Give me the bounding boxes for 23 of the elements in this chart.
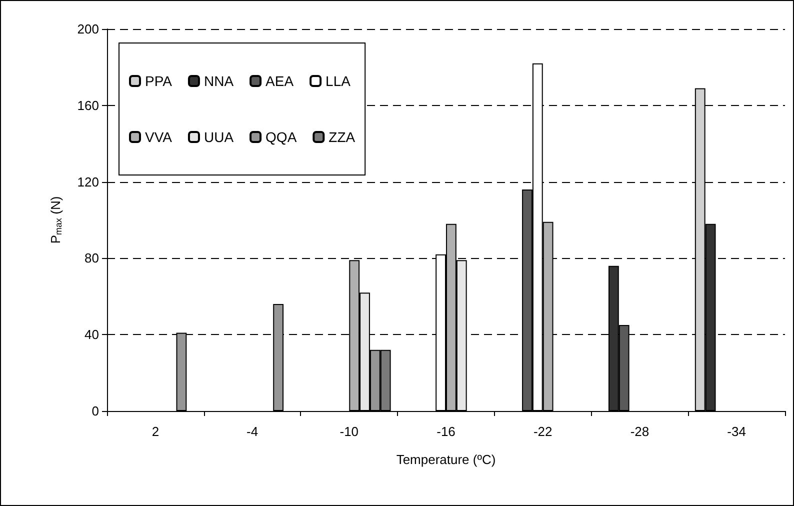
x-tick-label: -22 [533,424,552,439]
legend-label: LLA [326,73,352,89]
y-tick-label: 40 [84,327,99,342]
y-axis-title: Pmax (N) [48,196,64,244]
legend-label: UUA [204,129,234,145]
legend-label: ZZA [328,129,356,145]
legend-label: NNA [204,73,234,89]
y-tick-label: 160 [77,98,99,113]
x-tick-label: 2 [152,424,160,439]
x-tick-label: -10 [340,424,359,439]
legend-label: QQA [266,129,298,145]
y-tick-label: 80 [84,250,99,266]
legend-label: AEA [266,73,294,89]
legend-label: VVA [145,129,173,145]
x-axis-title: Temperature (ºC) [396,452,496,467]
x-tick-label: -16 [436,424,456,439]
x-tick-label: -28 [630,424,650,439]
x-tick-label: -34 [727,424,746,439]
y-tick-label: 120 [77,174,99,190]
y-tick-label: 0 [92,404,99,418]
y-tick-label: 200 [77,22,99,36]
legend-label: PPA [145,73,173,89]
x-tick-label: -4 [246,424,258,439]
